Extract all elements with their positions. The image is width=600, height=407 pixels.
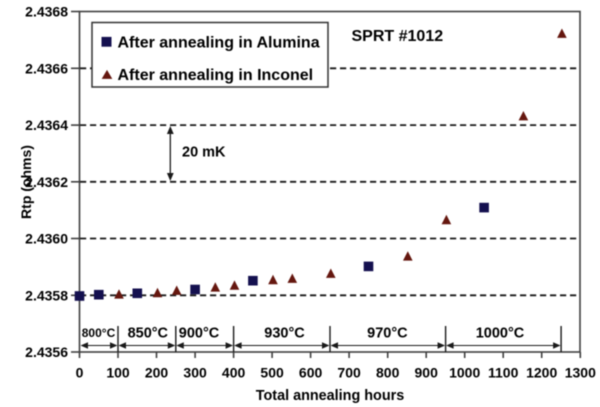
svg-text:2.4366: 2.4366 [25,60,68,76]
svg-text:2.4358: 2.4358 [25,287,68,303]
svg-text:Rtp (ohms): Rtp (ohms) [18,145,34,219]
svg-text:800°C: 800°C [82,326,116,340]
svg-text:100: 100 [106,365,130,381]
svg-text:900°C: 900°C [179,326,220,342]
svg-text:After annealing in Alumina: After annealing in Alumina [118,35,320,52]
svg-text:850°C: 850°C [128,326,169,342]
svg-text:2.4360: 2.4360 [25,231,68,247]
svg-text:930°C: 930°C [264,326,305,342]
svg-text:2.4356: 2.4356 [25,344,68,360]
svg-text:1300: 1300 [565,365,596,381]
svg-text:Total annealing hours: Total annealing hours [256,388,404,404]
svg-text:SPRT #1012: SPRT #1012 [352,28,444,45]
svg-text:2.4362: 2.4362 [25,174,68,190]
svg-text:After annealing in Inconel: After annealing in Inconel [118,67,314,84]
svg-text:2.4364: 2.4364 [25,117,68,133]
svg-text:400: 400 [222,365,246,381]
svg-text:20 mK: 20 mK [182,145,226,161]
svg-text:500: 500 [260,365,284,381]
svg-text:700: 700 [337,365,361,381]
svg-text:1000°C: 1000°C [476,326,525,342]
svg-text:200: 200 [145,365,169,381]
svg-text:1100: 1100 [488,365,519,381]
svg-text:300: 300 [183,365,207,381]
svg-text:600: 600 [299,365,323,381]
svg-text:900: 900 [415,365,439,381]
svg-text:1000: 1000 [449,365,480,381]
svg-text:1200: 1200 [526,365,557,381]
svg-text:0: 0 [76,365,84,381]
svg-text:800: 800 [376,365,400,381]
svg-text:2.4368: 2.4368 [25,4,68,20]
svg-text:970°C: 970°C [367,326,408,342]
